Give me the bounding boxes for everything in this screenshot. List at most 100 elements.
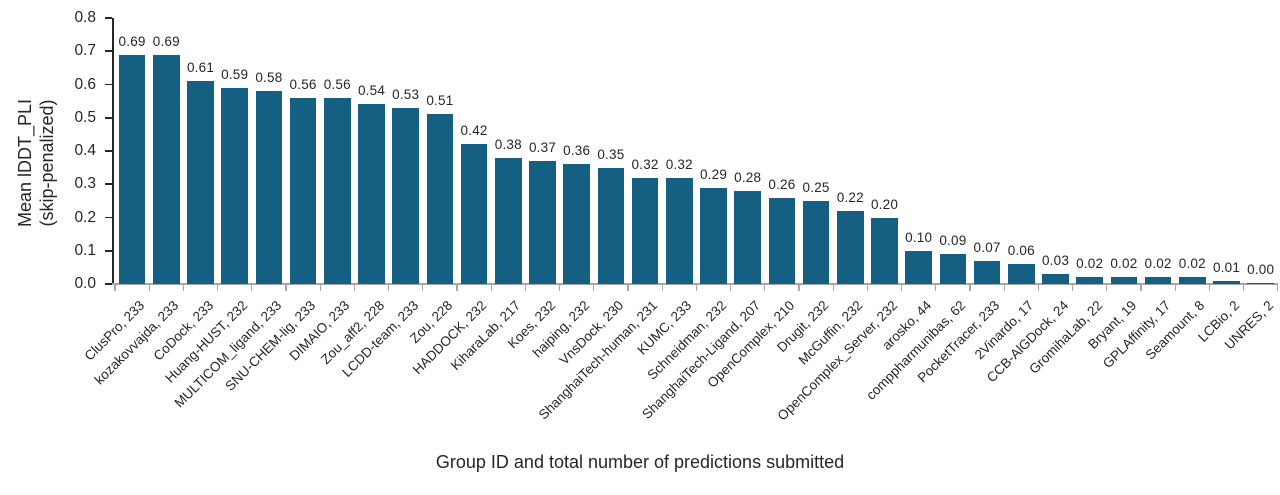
bar [392,107,419,284]
y-tick-label: 0.7 [74,42,96,60]
y-tick-label: 0.4 [74,142,96,159]
bar [1247,283,1274,284]
bar [289,97,317,284]
bar-value-label: 0.35 [597,146,625,162]
x-tick-mark [456,285,458,291]
bar [1144,277,1172,284]
x-tick-mark [285,285,287,291]
bar-value-label: 0.03 [1041,253,1070,269]
bar [871,217,898,284]
y-tick-label: 0.1 [74,241,96,259]
bar [802,200,830,284]
bar [221,87,248,284]
y-tick-mark [104,83,112,86]
bar [324,97,351,284]
bar [118,54,146,284]
bar-value-label: 0.09 [939,233,967,249]
x-tick-mark [627,285,629,291]
bar [939,254,967,284]
x-tick-mark [1174,285,1176,291]
bar [1213,280,1240,284]
bar-value-label: 0.56 [323,76,351,92]
x-tick-mark [1243,285,1245,291]
x-tick-mark [695,285,697,291]
x-axis-line [111,283,1278,285]
bar [495,157,522,284]
x-tick-mark [661,285,663,291]
bar [255,91,283,284]
bar-value-label: 0.10 [905,229,933,245]
bar [529,160,556,284]
bar [768,197,796,284]
x-tick-mark [866,285,868,291]
y-tick-label: 0.2 [74,208,96,226]
x-tick-mark [798,285,800,291]
bar-value-label: 0.06 [1007,243,1035,259]
bar-value-label: 0.02 [1110,256,1138,272]
x-tick-mark [182,285,184,291]
x-tick-mark [969,285,971,291]
y-tick-mark [104,150,112,152]
x-tick-mark [353,285,355,291]
y-tick-label: 0.3 [74,175,96,193]
bar-value-label: 0.69 [118,33,146,49]
bar-value-label: 0.42 [460,123,488,139]
bar-value-label: 0.32 [665,156,693,172]
bar-value-label: 0.22 [836,189,864,205]
bar [358,104,385,284]
bar-value-label: 0.59 [221,66,249,82]
x-tick-mark [901,285,903,291]
bar-value-label: 0.02 [1076,256,1104,272]
y-tick-mark [104,183,112,186]
x-tick-mark [217,285,219,291]
bar [734,190,761,284]
bar [460,144,488,284]
bar [187,81,214,284]
bar-value-label: 0.58 [255,70,283,86]
y-tick-label: 0.5 [74,108,96,126]
x-tick-mark [1037,285,1039,291]
bar [1110,277,1138,284]
x-tick-mark [935,285,937,291]
bar-value-label: 0.37 [528,139,557,155]
bar-value-label: 0.20 [870,196,899,212]
x-tick-mark [1208,285,1210,291]
x-tick-mark [490,285,492,291]
x-tick-mark [148,285,150,291]
y-tick-label: 0.6 [74,75,96,93]
bar [1179,277,1206,284]
x-tick-mark [114,285,116,291]
y-axis-title-line1: Mean lDDT_PLI [15,98,35,228]
x-tick-mark [1003,285,1005,291]
bar-value-label: 0.56 [289,76,317,92]
bar [1076,277,1103,284]
y-tick-label: 0.8 [74,9,96,26]
bar-value-label: 0.69 [152,33,180,49]
x-tick-mark [730,285,732,291]
bar [1042,274,1069,284]
bar-value-label: 0.07 [973,239,1001,255]
bar-value-label: 0.38 [494,136,522,152]
x-tick-mark [1140,285,1142,291]
x-tick-mark [764,285,766,291]
bar-value-label: 0.01 [1212,259,1241,275]
x-tick-mark [524,285,526,291]
x-tick-mark [251,285,253,291]
bar-value-label: 0.36 [563,143,591,159]
x-tick-mark [319,285,321,291]
bar [837,210,864,284]
x-tick-mark [1106,285,1108,291]
y-axis-title-line2: (skip-penalized) [37,99,57,227]
x-tick-mark [1072,285,1074,291]
bar-value-label: 0.29 [699,166,728,182]
x-tick-mark [388,285,390,291]
bar-value-label: 0.54 [357,83,386,99]
y-axis-line [111,18,114,285]
y-tick-mark [104,116,112,119]
bar-value-label: 0.32 [631,156,659,172]
bar-value-label: 0.28 [734,169,762,185]
y-tick-mark [104,283,112,285]
x-axis-title: Group ID and total number of predictions… [435,452,845,472]
